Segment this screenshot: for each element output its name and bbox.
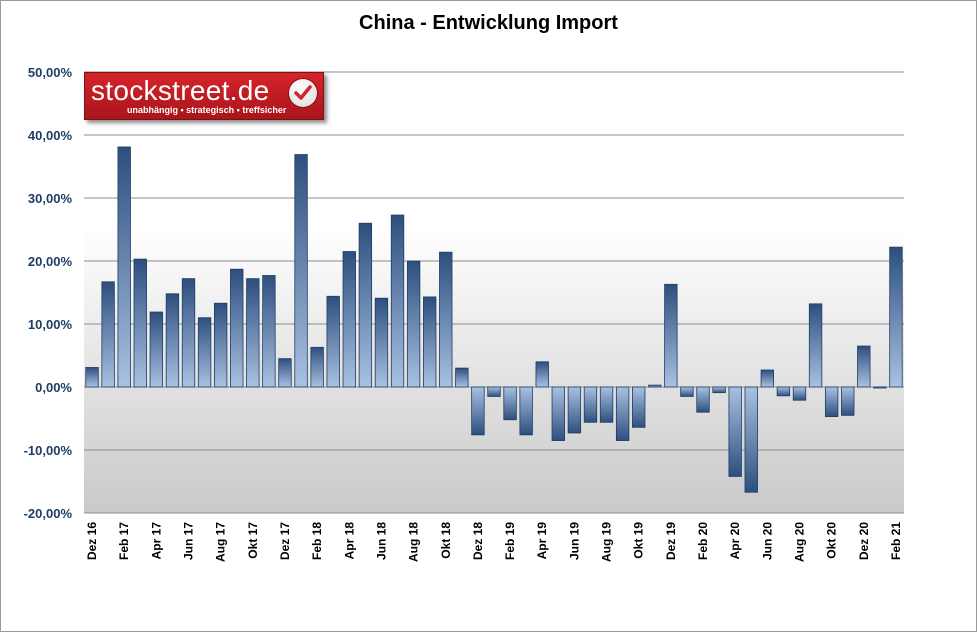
bar-aug-20 [792,386,807,401]
bar-dez-20 [857,345,871,388]
logo-tagline: unabhängig • strategisch • treffsicher [127,105,287,115]
bar-nov-18 [455,367,469,388]
bar-jul-19 [583,386,598,423]
bar-feb-17 [117,146,131,388]
bar-nov-17 [262,275,276,388]
bar-feb-21 [889,246,903,388]
bar-feb-20 [696,386,710,413]
logo-wordmark: stockstreet.de [91,75,270,106]
y-tick-label: 0,00% [35,380,72,395]
bar-jul-18 [390,214,405,388]
bar-okt-17 [246,278,260,388]
bar-sep-18 [423,296,437,388]
bar-mär-19 [519,386,533,436]
x-tick-label: Feb 17 [117,522,131,560]
bar-mai-19 [551,386,565,441]
x-tick-label: Dez 17 [278,522,292,560]
x-tick-label: Okt 17 [246,522,260,559]
x-tick-label: Jun 17 [182,522,196,560]
x-tick-label: Apr 17 [149,522,163,560]
bar-aug-18 [406,260,421,388]
x-tick-label: Feb 21 [889,522,903,560]
bar-feb-18 [310,346,324,388]
x-tick-label: Apr 19 [535,522,549,560]
bar-mär-20 [712,386,726,394]
y-tick-label: 50,00% [28,65,73,80]
bar-okt-18 [439,251,453,388]
bar-okt-19 [632,386,646,428]
x-tick-label: Dez 19 [664,522,678,560]
y-tick-label: 30,00% [28,191,73,206]
bar-jan-17 [101,281,115,388]
bar-jan-20 [680,386,694,397]
x-tick-label: Aug 20 [792,522,806,562]
bar-jun-19 [567,386,582,434]
bar-jan-19 [487,386,501,397]
y-tick-label: 20,00% [28,254,73,269]
x-tick-label: Dez 20 [857,522,871,560]
x-tick-label: Okt 20 [825,522,839,559]
y-tick-label: -20,00% [24,506,73,521]
bar-aug-17 [213,302,228,388]
x-tick-label: Aug 18 [407,522,421,562]
x-tick-label: Okt 18 [439,522,453,559]
bar-sep-20 [808,303,823,388]
chart-title: China - Entwicklung Import [359,12,618,34]
stockstreet-logo: stockstreet.de unabhängig • strategisch … [84,72,324,120]
bar-aug-19 [599,386,614,423]
bars [85,146,903,493]
bar-dez-17 [278,358,292,388]
bar-apr-17 [149,311,164,388]
bar-dez-19 [664,283,678,388]
x-tick-label: Apr 20 [728,522,742,560]
bar-sep-19 [615,386,630,441]
bar-apr-20 [728,386,742,477]
bar-feb-19 [503,386,517,421]
plot-background [84,72,904,513]
bar-jul-17 [197,317,212,388]
x-tick-label: Feb 18 [310,522,324,560]
bar-sep-17 [230,268,244,388]
bar-mai-18 [358,222,373,388]
bar-mär-18 [326,295,340,388]
plot-area [84,72,904,513]
bar-jul-20 [776,386,791,397]
x-tick-label: Aug 17 [214,522,228,562]
x-tick-label: Jun 19 [567,522,581,560]
x-tick-label: Dez 16 [85,522,99,560]
y-tick-label: 40,00% [28,128,73,143]
x-tick-label: Jun 20 [760,522,774,560]
x-tick-label: Okt 19 [632,522,646,559]
bar-mär-17 [133,258,147,388]
bar-dez-16 [85,367,99,388]
bar-dez-18 [471,386,485,436]
x-tick-label: Dez 18 [471,522,485,560]
y-tick-label: -10,00% [24,443,73,458]
checkmark-icon [289,79,317,107]
bar-apr-18 [342,251,356,388]
bar-mai-17 [165,293,180,388]
bar-jan-18 [294,154,308,388]
y-tick-label: 10,00% [28,317,73,332]
bar-okt-20 [824,386,839,418]
x-tick-label: Apr 18 [342,522,356,560]
y-axis-tick-labels: 50,00% 40,00% 30,00% 20,00% 10,00% 0,00% -10,0… [24,65,73,521]
bar-jun-20 [760,369,775,388]
bar-jan-21 [873,386,887,389]
x-axis-tick-labels: Dez 16 Feb 17 Apr 17 Jun 17 Aug 17 Okt 17 Dez … [85,522,903,562]
bar-nov-20 [841,386,855,416]
bar-nov-19 [648,384,662,388]
bar-mai-20 [744,386,758,493]
x-tick-label: Aug 19 [600,522,614,562]
x-tick-label: Jun 18 [374,522,388,560]
bar-jun-17 [181,278,196,388]
x-tick-label: Feb 19 [503,522,517,560]
bar-apr-19 [535,361,549,388]
x-tick-label: Feb 20 [696,522,710,560]
bar-jun-18 [374,297,389,388]
